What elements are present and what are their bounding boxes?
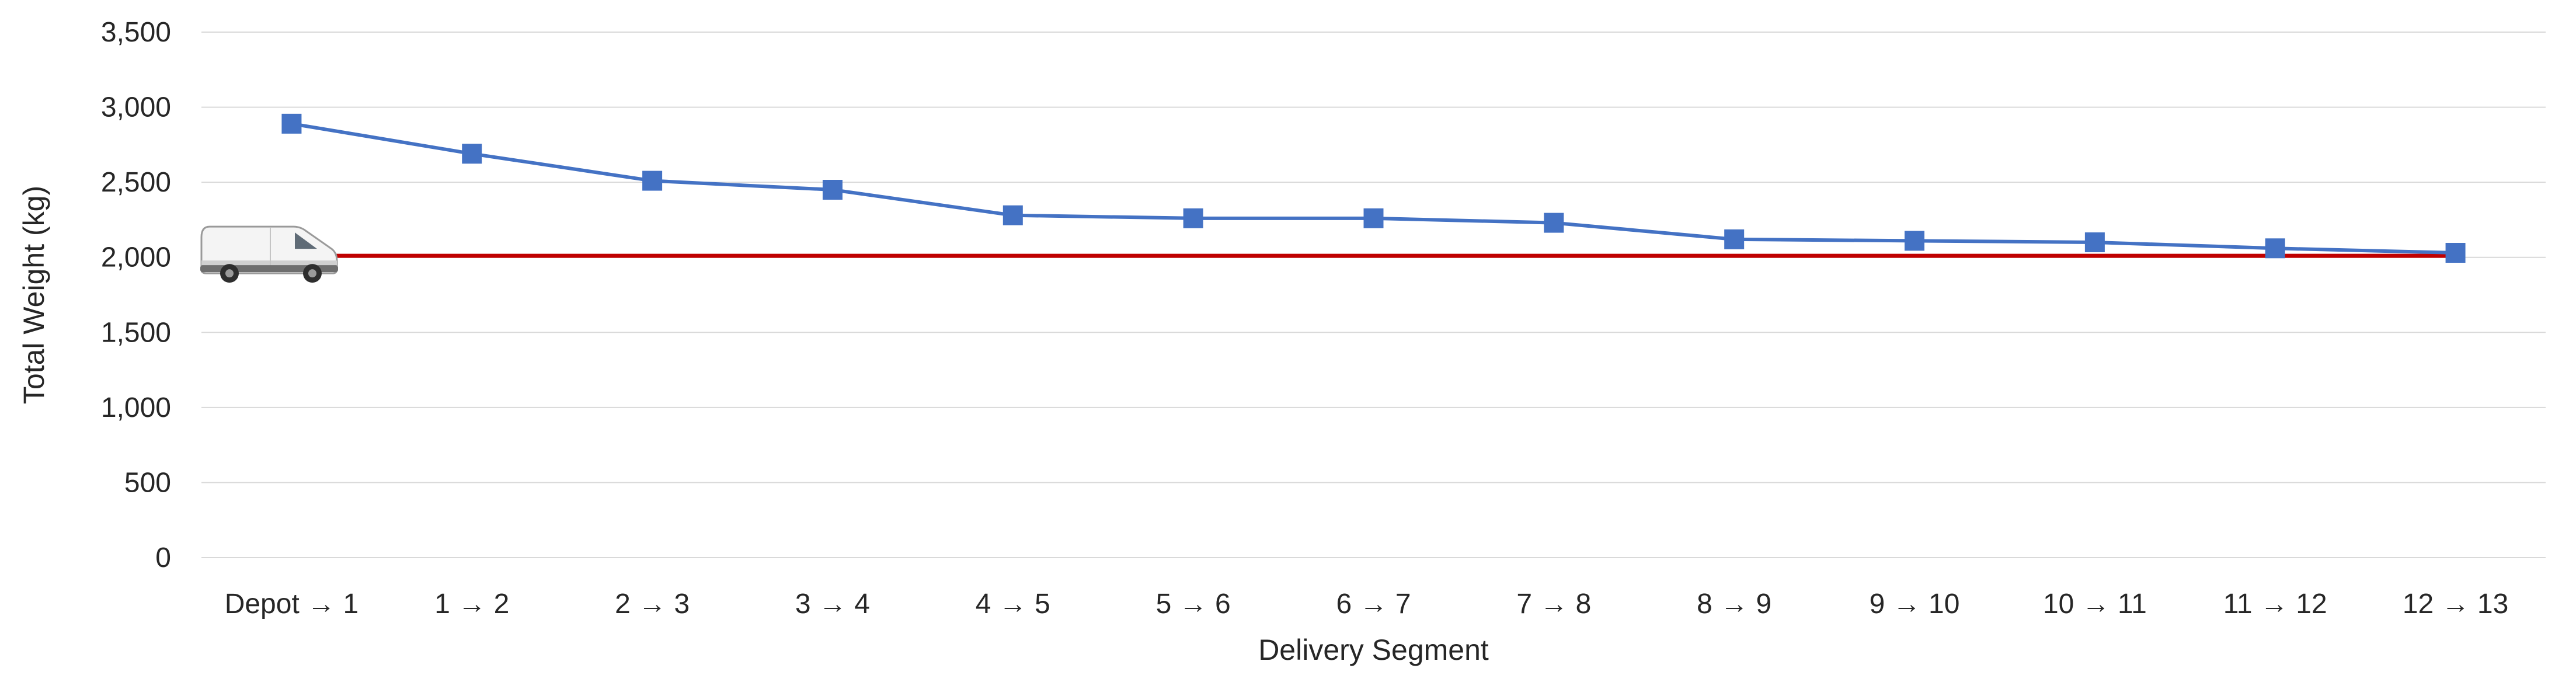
data-point-marker <box>2445 243 2466 263</box>
x-tick-label: 6 → 7 <box>1336 589 1411 620</box>
data-point-marker <box>2084 232 2105 252</box>
van-rear-hub <box>225 269 234 278</box>
data-point-marker <box>1363 208 1384 228</box>
data-point-marker <box>1183 208 1203 228</box>
x-tick-label: 4 → 5 <box>976 589 1050 620</box>
y-tick-label: 3,000 <box>101 92 171 123</box>
x-tick-label: 10 → 11 <box>2043 589 2147 620</box>
y-tick-label: 2,000 <box>101 242 171 273</box>
y-axis-title: Total Weight (kg) <box>18 186 50 404</box>
x-tick-label: 8 → 9 <box>1697 589 1771 620</box>
delivery-van-icon <box>200 225 338 283</box>
delivery-van-icon-body <box>200 225 338 283</box>
data-point-marker <box>1905 231 1925 251</box>
x-tick-label: 2 → 3 <box>615 589 690 620</box>
data-point-marker <box>2265 238 2285 259</box>
x-axis-title: Delivery Segment <box>1258 634 1489 666</box>
x-tick-label: 9 → 10 <box>1870 589 1960 620</box>
van-stripe <box>201 260 337 267</box>
data-point-marker <box>1002 205 1023 225</box>
y-tick-label: 3,500 <box>101 17 171 48</box>
x-tick-label: 12 → 13 <box>2403 589 2508 620</box>
data-point-marker <box>462 144 482 164</box>
x-tick-label: 3 → 4 <box>795 589 870 620</box>
y-tick-label: 1,500 <box>101 317 171 348</box>
data-point-marker <box>281 113 302 134</box>
van-windshield <box>295 232 317 249</box>
van-front-hub <box>308 269 316 278</box>
data-point-marker <box>642 170 663 191</box>
x-tick-label: Depot → 1 <box>225 589 358 620</box>
x-tick-label: 11 → 12 <box>2223 589 2327 620</box>
data-point-marker <box>822 180 843 200</box>
data-point-marker <box>1724 229 1745 249</box>
y-tick-label: 0 <box>155 542 171 573</box>
x-tick-label: 5 → 6 <box>1156 589 1231 620</box>
x-axis-ticks: Depot → 1 1 → 2 2 → 3 3 → 4 4 → 5 5 → 6 6 → 7 7… <box>225 589 2509 620</box>
series-markers <box>281 113 2466 263</box>
x-tick-label: 7 → 8 <box>1516 589 1591 620</box>
y-axis-ticks: 0 500 1,000 1,500 2,000 2,500 3,000 3,500 <box>101 17 171 573</box>
y-tick-label: 500 <box>124 467 171 498</box>
x-tick-label: 1 → 2 <box>434 589 509 620</box>
y-tick-label: 1,000 <box>101 392 171 423</box>
data-point-marker <box>1544 213 1564 233</box>
y-tick-label: 2,500 <box>101 167 171 198</box>
